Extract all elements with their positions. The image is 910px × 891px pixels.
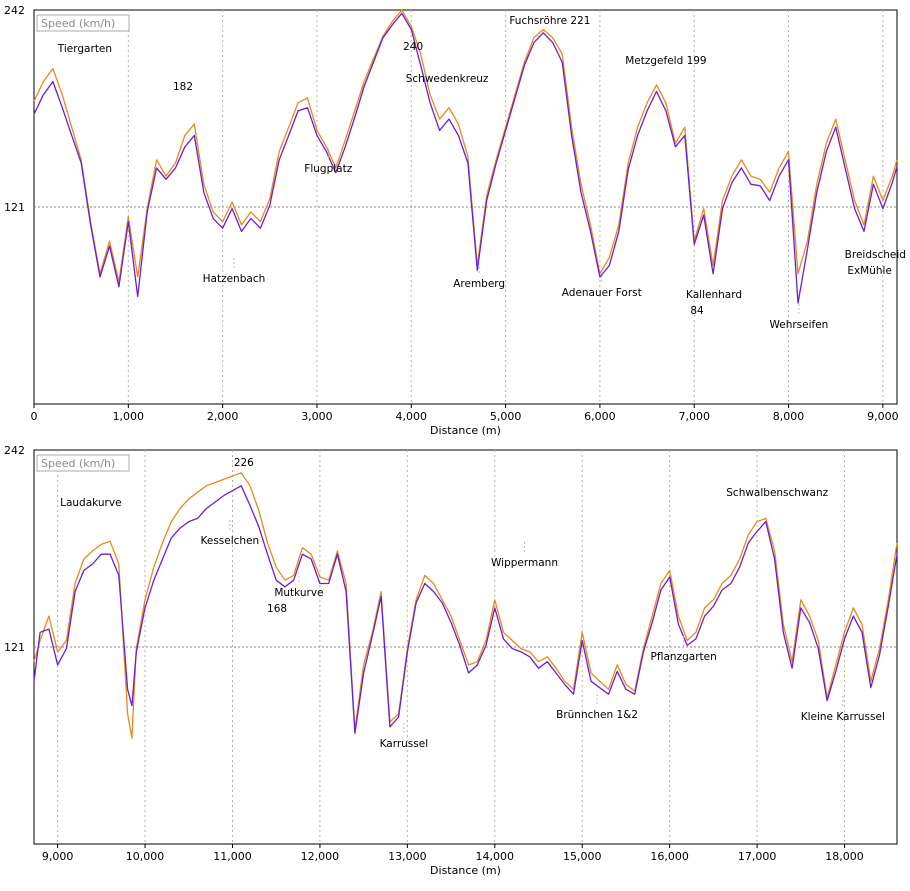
series-line-purple xyxy=(33,12,898,304)
annotation-label: ExMühle xyxy=(847,265,892,277)
annotation-label: 240 xyxy=(403,41,423,53)
annotation-label: Karrussel xyxy=(380,738,429,750)
annotation-label: Kleine Karrussel xyxy=(801,711,885,723)
annotation-label: Mutkurve xyxy=(274,587,323,599)
y-tick-label: 242 xyxy=(4,4,25,17)
x-tick-label: 8,000 xyxy=(773,410,805,423)
annotation-label: Adenauer Forst xyxy=(562,287,642,299)
y-tick-label: 242 xyxy=(4,444,25,457)
annotation-label: 168 xyxy=(267,603,287,615)
annotation-label: Hatzenbach xyxy=(203,273,266,285)
annotation-label: Breidscheid xyxy=(845,249,906,261)
legend-box xyxy=(36,14,130,32)
annotation-label: Flugplatz xyxy=(304,163,352,175)
legend-box xyxy=(36,454,130,472)
x-tick-label: 9,000 xyxy=(867,410,899,423)
series-line-orange xyxy=(33,472,898,739)
x-axis-title: Distance (m) xyxy=(430,424,501,437)
series-line-orange xyxy=(33,9,898,283)
legend-label: Speed (km/h) xyxy=(41,17,115,30)
annotation-label: Wehrseifen xyxy=(769,319,828,331)
annotation-label: Kallenhard xyxy=(686,289,742,301)
x-tick-label: 15,000 xyxy=(563,850,602,863)
annotation-label: Schwedenkreuz xyxy=(406,73,489,85)
x-tick-label: 10,000 xyxy=(126,850,165,863)
plot-frame xyxy=(33,9,898,405)
x-tick-label: 16,000 xyxy=(650,850,689,863)
x-axis-title: Distance (m) xyxy=(430,864,501,877)
legend-label: Speed (km/h) xyxy=(41,457,115,470)
annotation-label: Tiergarten xyxy=(57,43,112,55)
x-tick-label: 5,000 xyxy=(490,410,522,423)
annotation-label: Schwalbenschwanz xyxy=(726,487,828,499)
annotation-label: Laudakurve xyxy=(60,497,121,509)
x-tick-label: 6,000 xyxy=(584,410,616,423)
annotation-label: 226 xyxy=(234,457,254,469)
plot-frame xyxy=(33,449,898,845)
annotation-label: Brünnchen 1&2 xyxy=(556,709,638,721)
x-tick-label: 7,000 xyxy=(678,410,710,423)
x-tick-label: 12,000 xyxy=(301,850,340,863)
y-tick-label: 121 xyxy=(4,201,25,214)
x-tick-label: 0 xyxy=(31,410,38,423)
annotation-label: 182 xyxy=(173,81,193,93)
x-tick-label: 9,000 xyxy=(42,850,74,863)
x-tick-label: 14,000 xyxy=(476,850,515,863)
annotation-label: Wippermann xyxy=(491,557,558,569)
x-tick-label: 1,000 xyxy=(113,410,145,423)
x-tick-label: 3,000 xyxy=(301,410,333,423)
annotation-label: 84 xyxy=(690,305,704,317)
x-tick-label: 13,000 xyxy=(388,850,427,863)
x-tick-label: 2,000 xyxy=(207,410,239,423)
x-tick-label: 11,000 xyxy=(213,850,252,863)
annotation-label: Fuchsröhre 221 xyxy=(509,15,590,27)
series-line-purple xyxy=(33,485,898,734)
x-tick-label: 4,000 xyxy=(396,410,428,423)
annotation-label: Kesselchen xyxy=(201,535,260,547)
annotation-label: Metzgefeld 199 xyxy=(625,55,706,67)
annotation-label: Aremberg xyxy=(453,278,505,290)
x-tick-label: 17,000 xyxy=(738,850,777,863)
annotation-label: Pflanzgarten xyxy=(651,651,717,663)
y-tick-label: 121 xyxy=(4,641,25,654)
x-tick-label: 18,000 xyxy=(825,850,864,863)
